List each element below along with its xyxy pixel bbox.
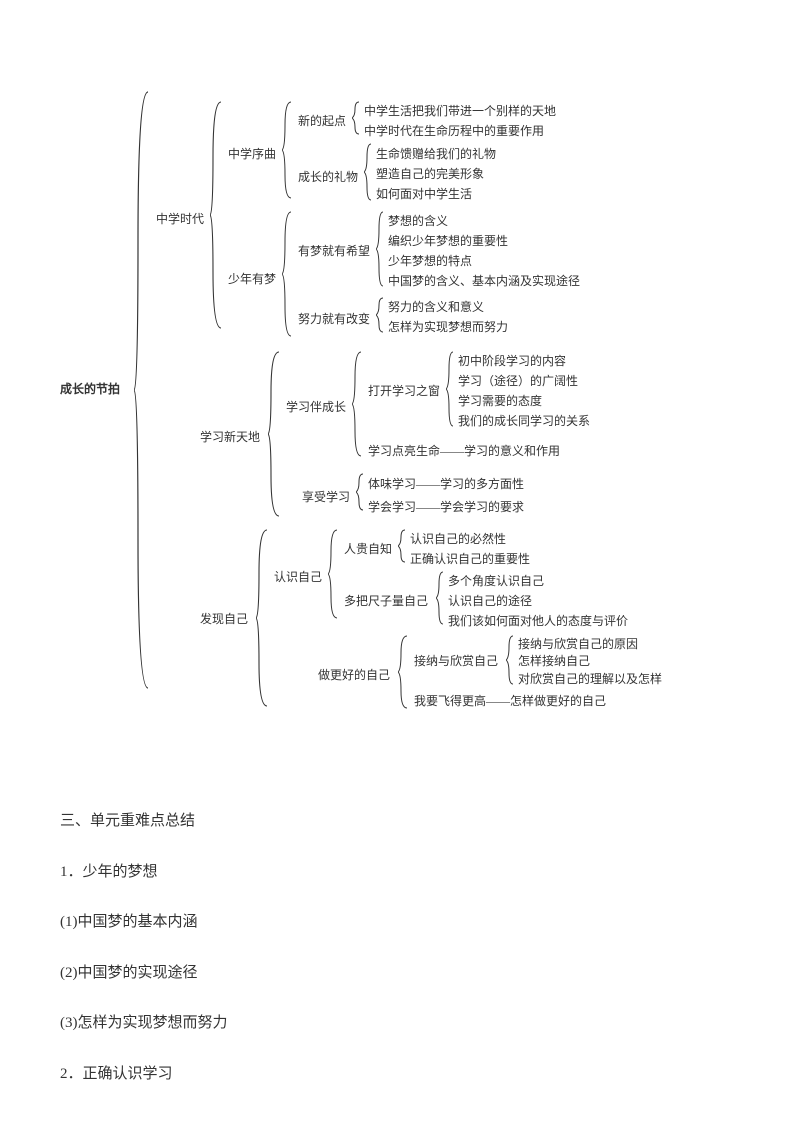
l4-a2b1: 努力的含义和意义 xyxy=(388,298,484,315)
l3-a1a: 新的起点 xyxy=(298,112,346,129)
l4-a1a2: 中学时代在生命历程中的重要作用 xyxy=(364,122,544,139)
brace-l2c1 xyxy=(328,528,340,620)
l4-c2a1: 接纳与欣赏自己的原因 xyxy=(518,635,638,652)
l4-c1b3: 我们该如何面对他人的态度与评价 xyxy=(448,612,628,629)
brace-l1b xyxy=(268,350,282,518)
root-node: 成长的节拍 xyxy=(60,380,120,397)
brace-l3c2a xyxy=(506,634,516,686)
para-4: (3)怎样为实现梦想而努力 xyxy=(60,1012,740,1035)
l3-b1b: 学习点亮生命——学习的意义和作用 xyxy=(368,442,560,459)
l3-b2a: 体味学习——学习的多方面性 xyxy=(368,475,524,492)
l4-a1b3: 如何面对中学生活 xyxy=(376,185,472,202)
brace-l3a2a xyxy=(376,210,386,288)
l1-a: 中学时代 xyxy=(156,210,204,227)
brace-l2c2 xyxy=(398,634,410,710)
l4-a1b2: 塑造自己的完美形象 xyxy=(376,165,484,182)
l4-a2b2: 怎样为实现梦想而努力 xyxy=(388,318,508,335)
l4-c1b1: 多个角度认识自己 xyxy=(448,572,544,589)
para-5: 2．正确认识学习 xyxy=(60,1063,740,1086)
l3-a1b: 成长的礼物 xyxy=(298,168,358,185)
l3-c2b: 我要飞得更高——怎样做更好的自己 xyxy=(414,692,606,709)
section-heading: 三、单元重难点总结 xyxy=(60,810,740,833)
l4-c1b2: 认识自己的途径 xyxy=(448,592,532,609)
l1-c: 发现自己 xyxy=(200,610,248,627)
l2-a1: 中学序曲 xyxy=(228,145,276,162)
para-3: (2)中国梦的实现途径 xyxy=(60,962,740,985)
l2-b2: 享受学习 xyxy=(302,488,350,505)
brace-l3a2b xyxy=(376,296,386,334)
l4-c2a3: 对欣赏自己的理解以及怎样 xyxy=(518,670,662,687)
brace-l2a1 xyxy=(282,100,294,200)
l1-b: 学习新天地 xyxy=(200,428,260,445)
brace-l3b1a xyxy=(446,350,456,428)
l4-b1a4: 我们的成长同学习的关系 xyxy=(458,412,590,429)
l4-a2a4: 中国梦的含义、基本内涵及实现途径 xyxy=(388,272,580,289)
l2-c1: 认识自己 xyxy=(274,568,322,585)
l4-b1a1: 初中阶段学习的内容 xyxy=(458,352,566,369)
para-1: 1．少年的梦想 xyxy=(60,861,740,884)
l4-a2a2: 编织少年梦想的重要性 xyxy=(388,232,508,249)
l4-a2a1: 梦想的含义 xyxy=(388,212,448,229)
l3-a2b: 努力就有改变 xyxy=(298,310,370,327)
l3-c1b: 多把尺子量自己 xyxy=(344,592,428,609)
brace-l2b2 xyxy=(356,472,366,512)
l3-b2b: 学会学习——学会学习的要求 xyxy=(368,498,524,515)
brace-root xyxy=(134,90,152,690)
tree-diagram: 成长的节拍 中学时代 学习新天地 发现自己 中学序曲 少年有梦 新的起点 中学生… xyxy=(60,90,740,760)
l2-a2: 少年有梦 xyxy=(228,270,276,287)
l4-c2a2: 怎样接纳自己 xyxy=(518,652,590,669)
l2-c2: 做更好的自己 xyxy=(318,666,390,683)
l4-a1b1: 生命馈赠给我们的礼物 xyxy=(376,145,496,162)
l3-a2a: 有梦就有希望 xyxy=(298,242,370,259)
para-2: (1)中国梦的基本内涵 xyxy=(60,911,740,934)
l4-c1a2: 正确认识自己的重要性 xyxy=(410,550,530,567)
l4-b1a3: 学习需要的态度 xyxy=(458,392,542,409)
text-section: 三、单元重难点总结 1．少年的梦想 (1)中国梦的基本内涵 (2)中国梦的实现途… xyxy=(60,810,740,1085)
l4-a2a3: 少年梦想的特点 xyxy=(388,252,472,269)
brace-l3a1a xyxy=(352,100,362,136)
brace-l3a1b xyxy=(364,142,374,202)
brace-l1c xyxy=(256,528,270,708)
brace-l2a2 xyxy=(282,210,294,338)
brace-l3c1a xyxy=(398,528,408,564)
l4-c1a1: 认识自己的必然性 xyxy=(410,530,506,547)
brace-l2b1 xyxy=(352,350,364,458)
brace-l1a xyxy=(210,100,224,330)
l2-b1: 学习伴成长 xyxy=(286,398,346,415)
l3-c2a: 接纳与欣赏自己 xyxy=(414,652,498,669)
l3-b1a: 打开学习之窗 xyxy=(368,382,440,399)
brace-l3c1b xyxy=(436,570,446,626)
l4-b1a2: 学习（途径）的广阔性 xyxy=(458,372,578,389)
l3-c1a: 人贵自知 xyxy=(344,540,392,557)
l4-a1a1: 中学生活把我们带进一个别样的天地 xyxy=(364,102,556,119)
